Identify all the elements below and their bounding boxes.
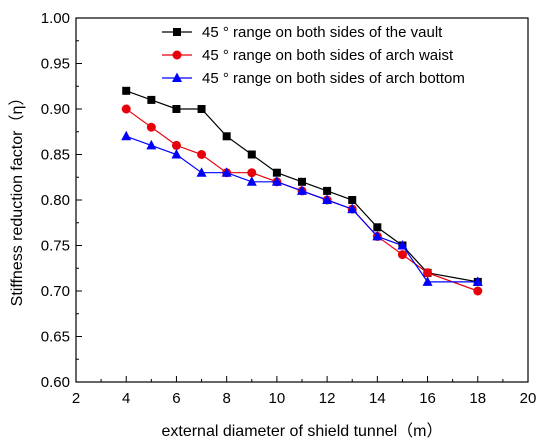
data-point xyxy=(423,268,433,278)
data-point xyxy=(298,177,306,186)
x-tick-label: 4 xyxy=(122,390,130,407)
data-point xyxy=(147,95,156,104)
series-line xyxy=(126,90,478,283)
legend-label: 45 ° range on both sides of arch bottom xyxy=(202,70,465,87)
x-axis: 2 4 6 8 10 12 14 16 18 20 xyxy=(72,376,537,407)
y-tick-label: 1.00 xyxy=(41,10,70,27)
data-point xyxy=(196,167,207,177)
legend-marker xyxy=(172,72,182,82)
x-tick-label: 6 xyxy=(172,390,180,407)
y-tick-label: 0.90 xyxy=(41,101,70,118)
x-axis-title: external diameter of shield tunnel（m） xyxy=(161,422,442,440)
x-tick-label: 14 xyxy=(369,390,386,407)
data-point xyxy=(121,130,132,141)
data-point xyxy=(221,167,232,177)
data-point xyxy=(172,105,181,113)
x-tick-label: 8 xyxy=(222,390,230,407)
y-tick-label: 0.75 xyxy=(41,238,70,255)
data-point xyxy=(272,168,281,177)
data-point xyxy=(271,176,282,186)
y-tick-label: 0.65 xyxy=(41,329,70,346)
y-tick-label: 0.60 xyxy=(41,374,70,391)
x-tick-label: 18 xyxy=(469,390,486,407)
data-point xyxy=(322,194,333,204)
data-point xyxy=(372,230,383,241)
y-axis-title: Stiffness reduction factor（η） xyxy=(8,90,26,307)
data-point xyxy=(246,176,257,186)
x-tick-label: 20 xyxy=(520,390,537,407)
data-point xyxy=(472,276,483,286)
y-tick-label: 0.80 xyxy=(41,192,70,209)
data-point xyxy=(146,139,157,150)
data-point xyxy=(146,122,156,132)
x-tick-label: 2 xyxy=(72,390,80,407)
data-point xyxy=(122,86,131,95)
data-point xyxy=(348,196,357,204)
data-point xyxy=(422,276,433,286)
legend-entry-3: 45 ° range on both sides of arch bottom xyxy=(162,70,465,87)
data-point xyxy=(247,168,257,178)
legend-marker xyxy=(172,50,182,60)
series-line xyxy=(125,108,478,292)
data-point xyxy=(121,104,131,114)
data-point xyxy=(197,105,206,113)
data-point xyxy=(397,240,408,250)
data-point xyxy=(171,140,181,150)
y-tick-label: 0.85 xyxy=(41,147,70,164)
data-point xyxy=(197,150,207,159)
data-point xyxy=(473,286,483,296)
legend-entry-2: 45 ° range on both sides of arch waist xyxy=(162,47,454,64)
data-point xyxy=(171,149,182,159)
x-tick-label: 12 xyxy=(319,390,336,407)
data-point xyxy=(247,150,256,159)
legend-label: 45 ° range on both sides of arch waist xyxy=(202,47,454,64)
series-layer xyxy=(121,86,483,296)
y-tick-label: 0.95 xyxy=(41,56,70,73)
data-point xyxy=(397,250,407,260)
y-tick-label: 0.70 xyxy=(41,283,70,300)
legend-label: 45 ° range on both sides of the vault xyxy=(202,24,443,41)
data-point xyxy=(222,132,231,141)
data-point xyxy=(347,203,358,214)
y-axis: 0.60 0.65 0.70 0.75 0.80 0.85 0.90 0.95 1.00 xyxy=(41,10,82,391)
x-tick-label: 16 xyxy=(419,390,436,407)
legend-entry-1: 45 ° range on both sides of the vault xyxy=(162,24,443,41)
series-3 xyxy=(121,130,483,286)
x-tick-label: 10 xyxy=(269,390,286,407)
legend-marker xyxy=(173,28,181,36)
series-2 xyxy=(121,104,483,296)
data-point xyxy=(373,223,382,232)
data-point xyxy=(323,186,332,195)
legend: 45 ° range on both sides of the vault 45 … xyxy=(162,24,465,87)
data-point xyxy=(297,185,307,195)
